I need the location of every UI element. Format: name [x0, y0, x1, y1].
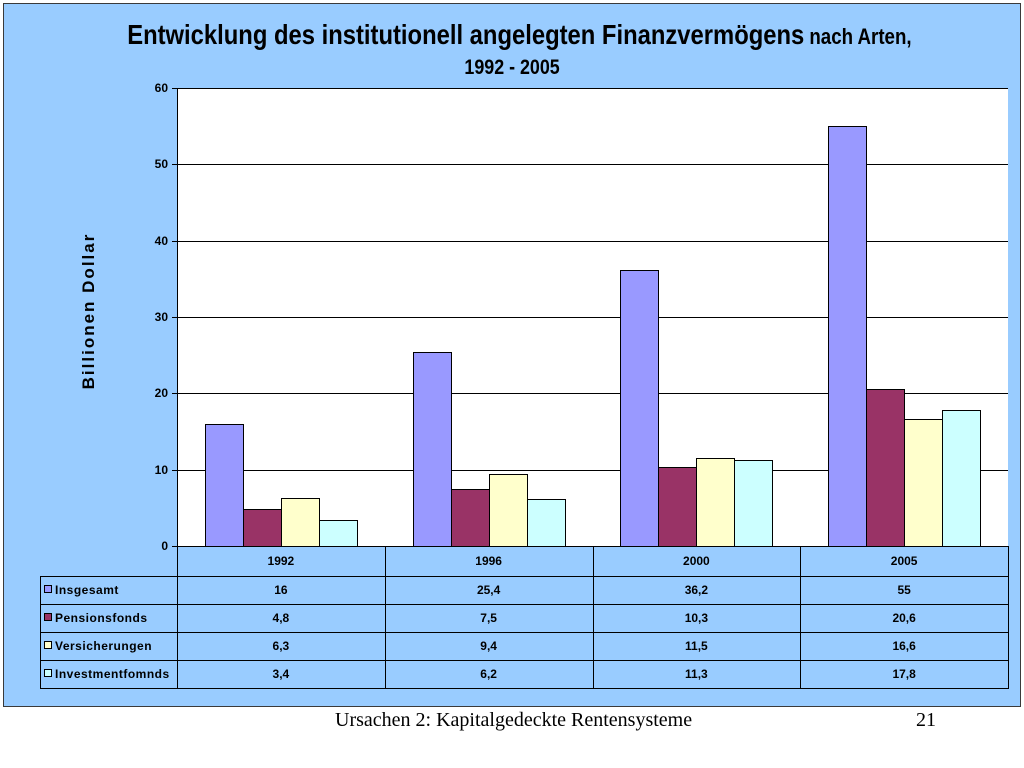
bar-investmentfomnds-2005 [942, 410, 981, 547]
legend-key-pensionsfonds [44, 613, 52, 621]
slide-page-number: 21 [916, 709, 936, 731]
data-table-value-investmentfomnds-2000: 11,3 [685, 667, 708, 681]
data-table-value-pensionsfonds-2000: 10,3 [685, 611, 709, 625]
chart-title-suffix: nach Arten, [808, 24, 912, 49]
chart-title: Entwicklung des institutionell angelegte… [0, 18, 1024, 57]
bar-investmentfomnds-1992 [319, 520, 358, 547]
data-table-value-pensionsfonds-1992: 4,8 [273, 611, 290, 625]
y-tick-label: 30 [155, 310, 169, 324]
data-table-value-versicherungen-2005: 16,6 [892, 639, 916, 653]
chart-subtitle-row: 1992 - 2005 [0, 55, 1024, 83]
data-table-value-insgesamt-2005: 55 [897, 583, 911, 597]
bar-insgesamt-1992 [205, 424, 244, 547]
x-category-label: 2000 [683, 554, 710, 568]
legend-key-insgesamt [44, 585, 52, 593]
chart-title-main: Entwicklung des institutionell angelegte… [126, 19, 804, 50]
chart-title-line: Entwicklung des institutionell angelegte… [127, 18, 911, 57]
y-tick-label: 10 [155, 463, 169, 477]
x-category-label: 1992 [268, 554, 295, 568]
data-table-value-insgesamt-1992: 16 [274, 583, 288, 597]
data-table-value-versicherungen-1996: 9,4 [480, 639, 497, 653]
bar-versicherungen-1992 [281, 498, 320, 547]
legend-key-versicherungen [44, 641, 52, 649]
data-table-value-investmentfomnds-1996: 6,2 [480, 667, 497, 681]
y-tick-label: 40 [155, 234, 169, 248]
bar-pensionsfonds-2000 [658, 467, 697, 547]
y-tick-label: 20 [155, 386, 169, 400]
bar-insgesamt-2005 [828, 126, 867, 547]
x-category-label: 1996 [475, 554, 502, 568]
slide-footer-title: Ursachen 2: Kapitalgedeckte Rentensystem… [335, 709, 693, 731]
chart-layer: 0 10 20 30 40 50 60 1992 1996 2000 2005 Insgesamt 16… [40, 81, 1009, 689]
y-tick-label: 50 [155, 157, 169, 171]
bar-versicherungen-2005 [904, 419, 943, 547]
bar-pensionsfonds-1992 [243, 509, 282, 547]
x-category-label: 2005 [891, 554, 918, 568]
y-tick-label: 60 [155, 81, 169, 95]
bar-investmentfomnds-2000 [734, 460, 773, 547]
bar-insgesamt-2000 [620, 270, 659, 547]
legend-label-pensionsfonds: Pensionsfonds [55, 611, 148, 625]
data-table-value-versicherungen-1992: 6,3 [273, 639, 290, 653]
data-table-value-pensionsfonds-2005: 20,6 [892, 611, 916, 625]
y-tick-label: 0 [161, 539, 168, 553]
data-table-value-insgesamt-2000: 36,2 [685, 583, 709, 597]
legend-label-insgesamt: Insgesamt [55, 583, 119, 597]
legend-key-investmentfomnds [44, 669, 52, 677]
legend-label-versicherungen: Versicherungen [55, 639, 152, 653]
data-table-value-investmentfomnds-2005: 17,8 [892, 667, 916, 681]
legend-label-investmentfomnds: Investmentfomnds [55, 667, 170, 681]
bar-investmentfomnds-1996 [527, 499, 566, 547]
data-table-value-insgesamt-1996: 25,4 [477, 583, 501, 597]
bar-pensionsfonds-2005 [866, 389, 905, 547]
data-table-value-versicherungen-2000: 11,5 [685, 639, 708, 653]
bar-versicherungen-1996 [489, 474, 528, 547]
chart-subtitle: 1992 - 2005 [464, 56, 560, 79]
bar-versicherungen-2000 [696, 458, 735, 547]
data-table-value-investmentfomnds-1992: 3,4 [273, 667, 290, 681]
data-table-value-pensionsfonds-1996: 7,5 [480, 611, 497, 625]
bar-pensionsfonds-1996 [451, 489, 490, 547]
y-axis-label: Billionen Dollar [79, 233, 98, 390]
bar-insgesamt-1996 [413, 352, 452, 547]
